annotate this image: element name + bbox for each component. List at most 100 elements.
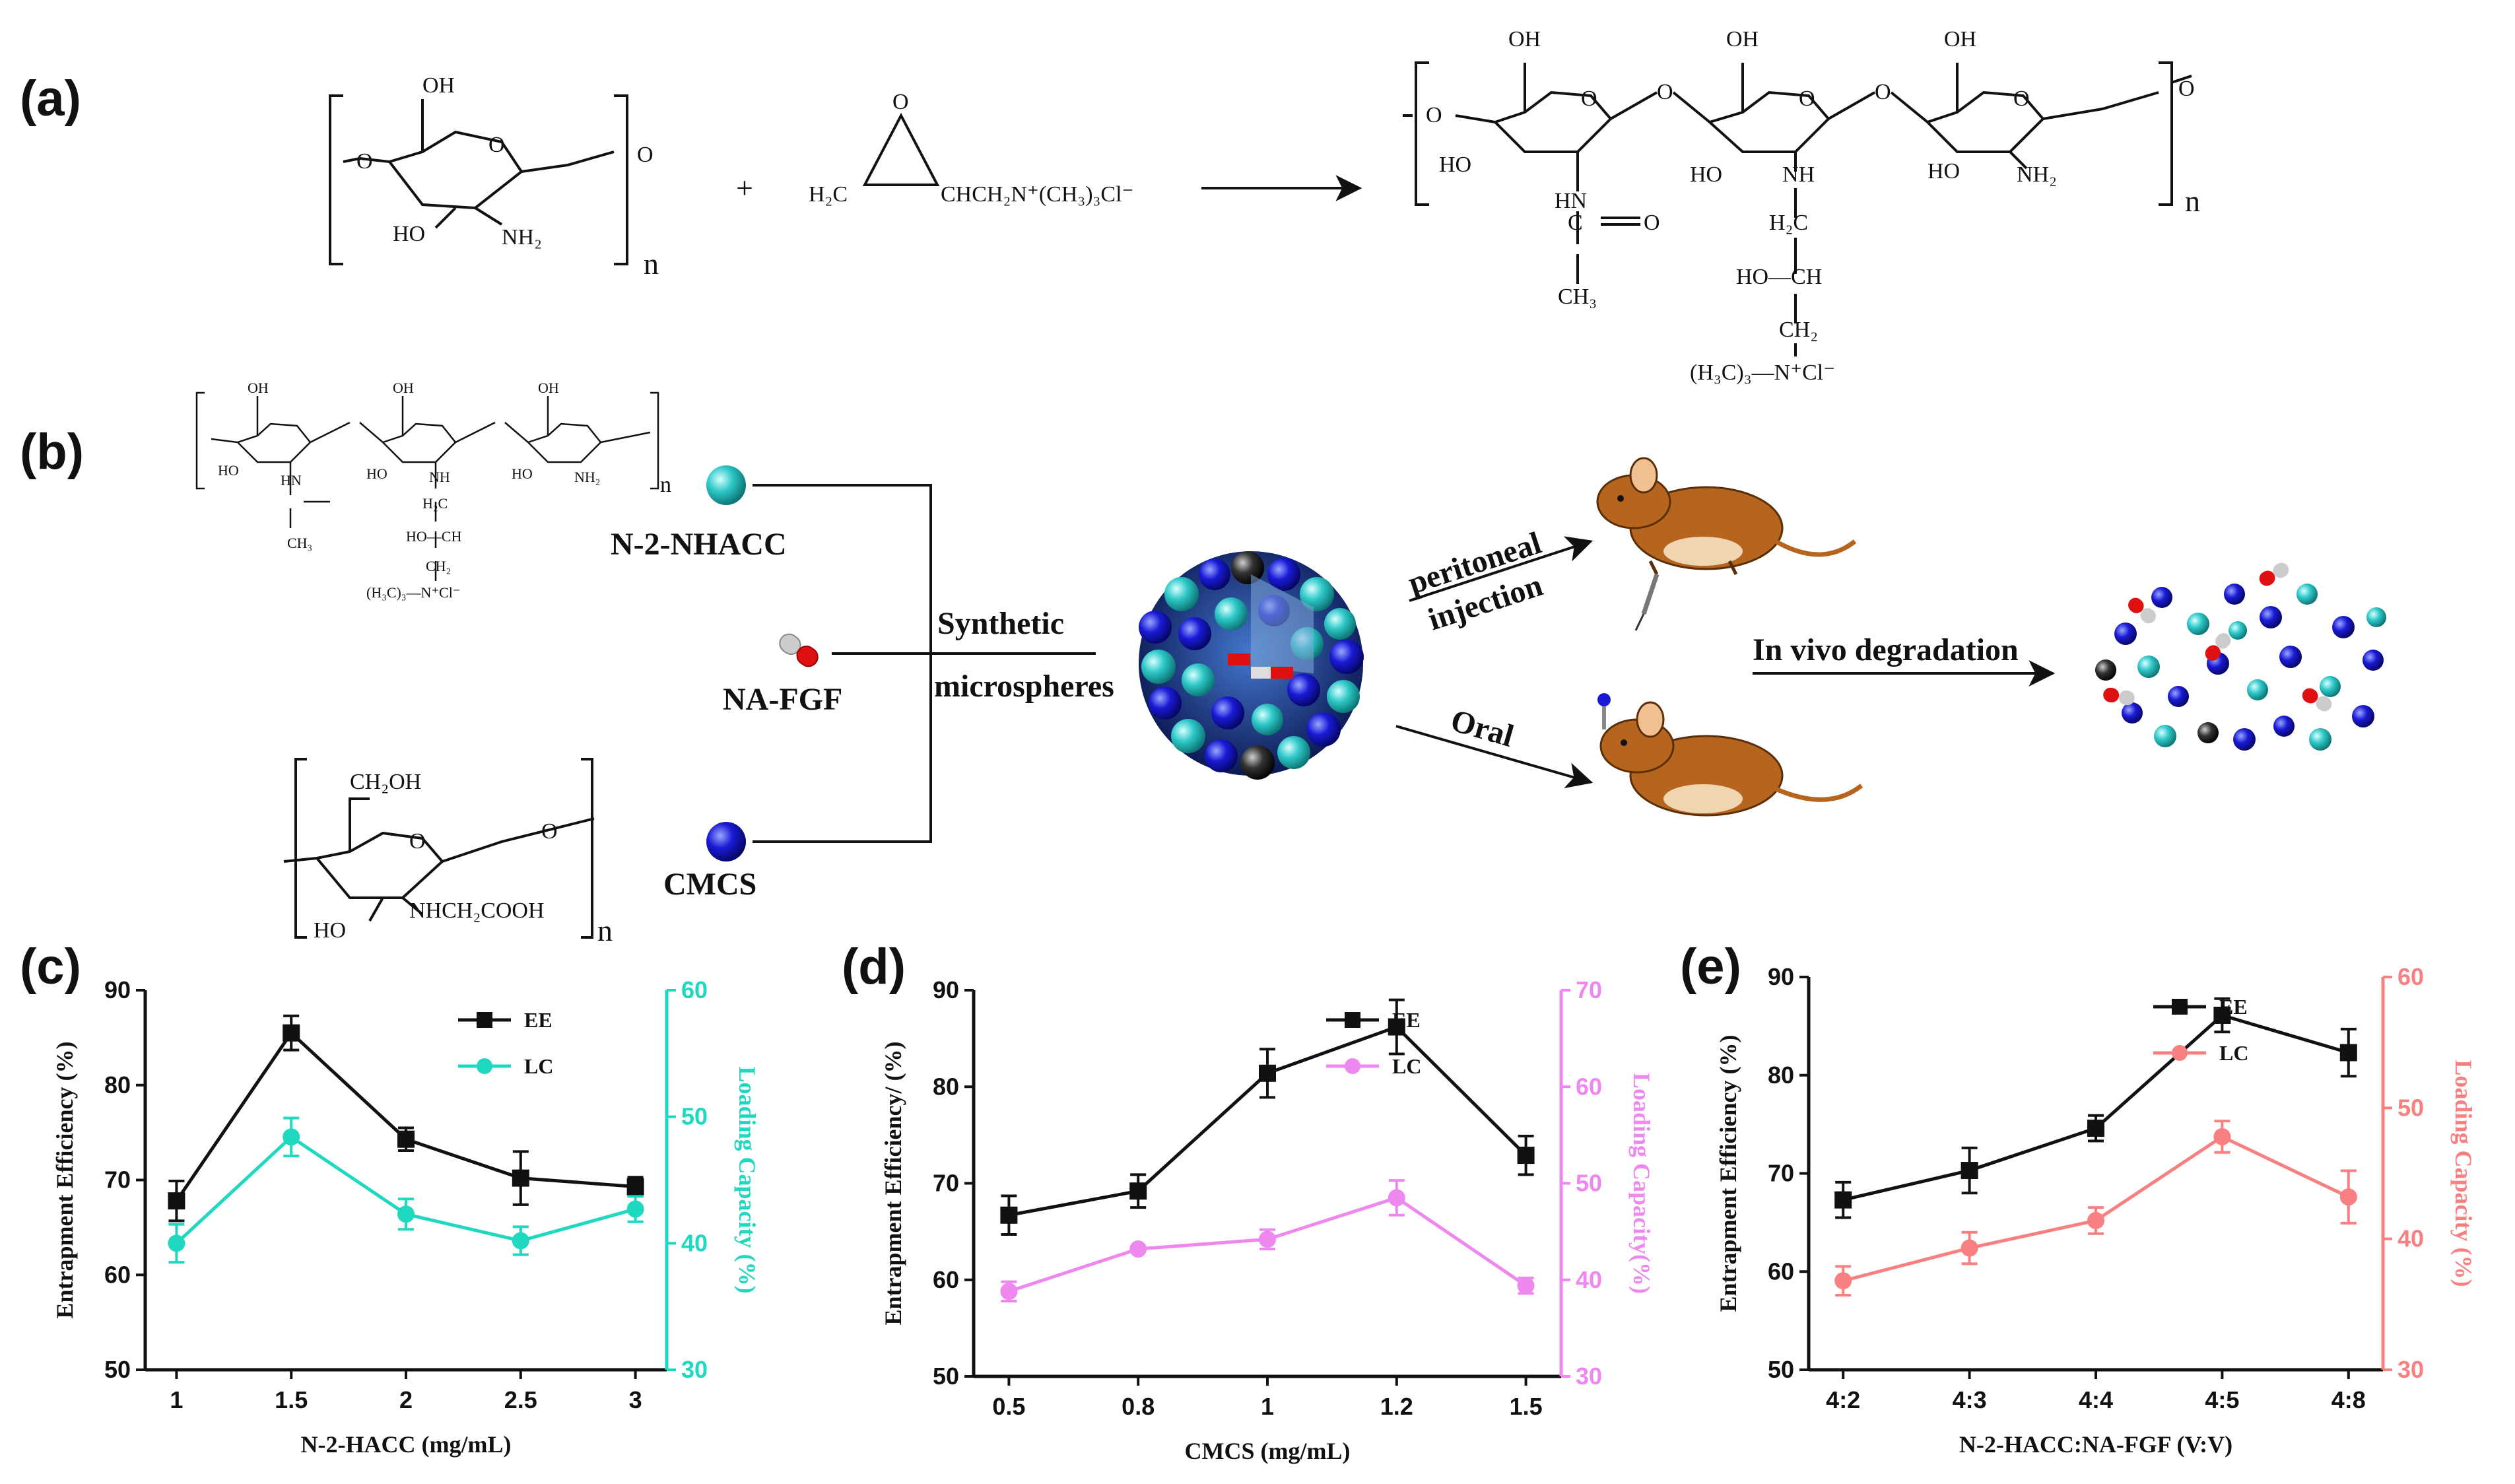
legend-marker-ee	[477, 1012, 492, 1028]
data-point-lc	[1961, 1239, 1978, 1257]
nhacc-n: n	[660, 473, 671, 497]
product-oh-2: OH	[1726, 27, 1759, 51]
nhacc-oh-2: OH	[393, 380, 414, 396]
synthetic-label: Synthetic	[937, 606, 1064, 641]
cmcs-link-o: O	[541, 819, 558, 844]
y-tick-label-right: 60	[681, 976, 708, 1003]
product-o-left: O	[1426, 103, 1442, 127]
series-line-ee	[175, 1030, 636, 1202]
data-point-ee	[1129, 1182, 1147, 1200]
data-point-ee	[1834, 1191, 1852, 1209]
cmcs-label: CMCS	[663, 867, 756, 902]
legend-marker-lc	[1345, 1058, 1360, 1074]
y-tick-label-right: 40	[2398, 1225, 2424, 1252]
data-point-ee	[397, 1130, 415, 1148]
y-tick-label-right: 40	[681, 1229, 708, 1256]
cmcs-ho: HO	[314, 918, 346, 943]
x-tick-label: 4:3	[1953, 1386, 1987, 1413]
y-tick-label-right: 70	[1576, 976, 1602, 1003]
nhacc-ho-1: HO	[218, 462, 239, 479]
data-point-ee	[1000, 1206, 1018, 1224]
chitosan-ho: HO	[393, 222, 425, 246]
panel-label-e: (e)	[1680, 939, 1741, 995]
y-tick-label-left: 70	[933, 1170, 959, 1197]
microspheres-label: microspheres	[934, 669, 1114, 704]
data-point-ee	[2087, 1120, 2104, 1137]
y-tick-label-right: 40	[1576, 1266, 1602, 1293]
cmcs-bead	[706, 822, 746, 861]
data-point-lc	[2213, 1128, 2231, 1145]
cmcs-nhch2cooh: NHCH₂COOH	[409, 898, 545, 923]
nhacc-oh-1: OH	[248, 380, 269, 396]
product-hn: HN	[1555, 189, 1587, 213]
y-axis-title-right: Loading Capacity (%)	[2450, 1060, 2477, 1287]
product-link-o-1: O	[1657, 80, 1673, 104]
product-ho-1: HO	[1439, 152, 1471, 177]
nhacc-structure	[195, 391, 659, 581]
epoxide-structure	[862, 112, 940, 186]
product-ring-o-1: O	[1581, 86, 1597, 111]
degradation-label: In vivo degradation	[1753, 632, 2019, 667]
y-tick-label-left: 80	[104, 1071, 131, 1098]
epoxide-h2c: H₂C	[809, 182, 848, 207]
y-tick-label-left: 90	[933, 976, 959, 1003]
y-tick-label-left: 70	[104, 1166, 131, 1194]
data-point-ee	[626, 1178, 644, 1196]
y-tick-label-left: 70	[1768, 1160, 1794, 1187]
product-h2c: H₂C	[1769, 211, 1808, 235]
series-line-ee	[1842, 1013, 2349, 1202]
data-point-lc	[283, 1128, 300, 1146]
data-point-ee	[2339, 1044, 2357, 1062]
injection-arrow	[1409, 536, 1593, 602]
data-point-lc	[1517, 1277, 1535, 1295]
legend-marker-ee	[2172, 999, 2188, 1015]
data-point-ee	[2213, 1007, 2231, 1025]
product-o-right: O	[2178, 77, 2195, 101]
cmcs-n: n	[597, 914, 613, 947]
data-point-lc	[626, 1200, 644, 1218]
legend-label-lc: LC	[2219, 1041, 2248, 1065]
legend-marker-lc	[2172, 1045, 2188, 1061]
y-tick-label-right: 60	[1576, 1073, 1602, 1100]
data-point-lc	[512, 1232, 529, 1250]
data-point-lc	[1000, 1283, 1018, 1300]
x-axis-title: CMCS (mg/mL)	[1185, 1438, 1351, 1464]
chart-e: 50 60 70 80 90 30 40 50 60 4:2 4:3 4:4 4:5 4:8 N-2-HAC…	[1715, 963, 2477, 1458]
nhacc-ch3: CH₃	[287, 535, 312, 551]
x-tick-label: 1.2	[1380, 1393, 1413, 1420]
nhacc-h2c: H₂C	[422, 495, 448, 512]
nhacc-nh2: NH₂	[574, 469, 600, 485]
legend-label-ee: EE	[1392, 1008, 1421, 1032]
cmcs-ring-o: O	[409, 829, 426, 854]
panel-label-c: (c)	[20, 939, 81, 995]
cmcs-ch2oh: CH₂OH	[350, 770, 421, 794]
nhacc-oh-3: OH	[538, 380, 559, 396]
nhacc-ch2: CH₂	[426, 558, 451, 574]
product-quat: (H₃C)₃—N⁺Cl⁻	[1690, 360, 1835, 385]
product-ho-3: HO	[1928, 159, 1960, 184]
data-point-lc	[1834, 1272, 1852, 1290]
x-tick-label: 2.5	[504, 1386, 537, 1413]
oral-arrow	[1395, 725, 1593, 789]
x-tick-label: 4:8	[2331, 1386, 2366, 1413]
data-point-ee	[512, 1169, 529, 1187]
y-tick-label-left: 90	[1768, 963, 1794, 990]
y-tick-label-left: 60	[104, 1261, 131, 1288]
product-nh: NH	[1782, 162, 1815, 187]
y-tick-label-left: 50	[104, 1356, 131, 1383]
y-tick-label-left: 60	[933, 1266, 959, 1293]
chitosan-ring-o: O	[488, 133, 505, 157]
legend-label-lc: LC	[524, 1054, 553, 1078]
data-point-lc	[2339, 1188, 2357, 1206]
nhacc-hn: HN	[281, 472, 302, 489]
microsphere	[1139, 551, 1364, 780]
panel-label-b: (b)	[20, 424, 84, 480]
product-ch2: CH₂	[1779, 318, 1818, 342]
nhacc-nh: NH	[429, 469, 450, 485]
chart-d: 50 60 70 80 90 30 40 50 60 70 0.5 0.8 1 1.2 1.5 CMCS (m…	[880, 976, 1655, 1464]
data-point-ee	[1517, 1147, 1535, 1164]
x-tick-label: 1.5	[275, 1386, 308, 1413]
y-tick-label-right: 50	[2398, 1094, 2424, 1121]
legend-marker-lc	[477, 1058, 492, 1074]
data-point-lc	[397, 1205, 415, 1223]
